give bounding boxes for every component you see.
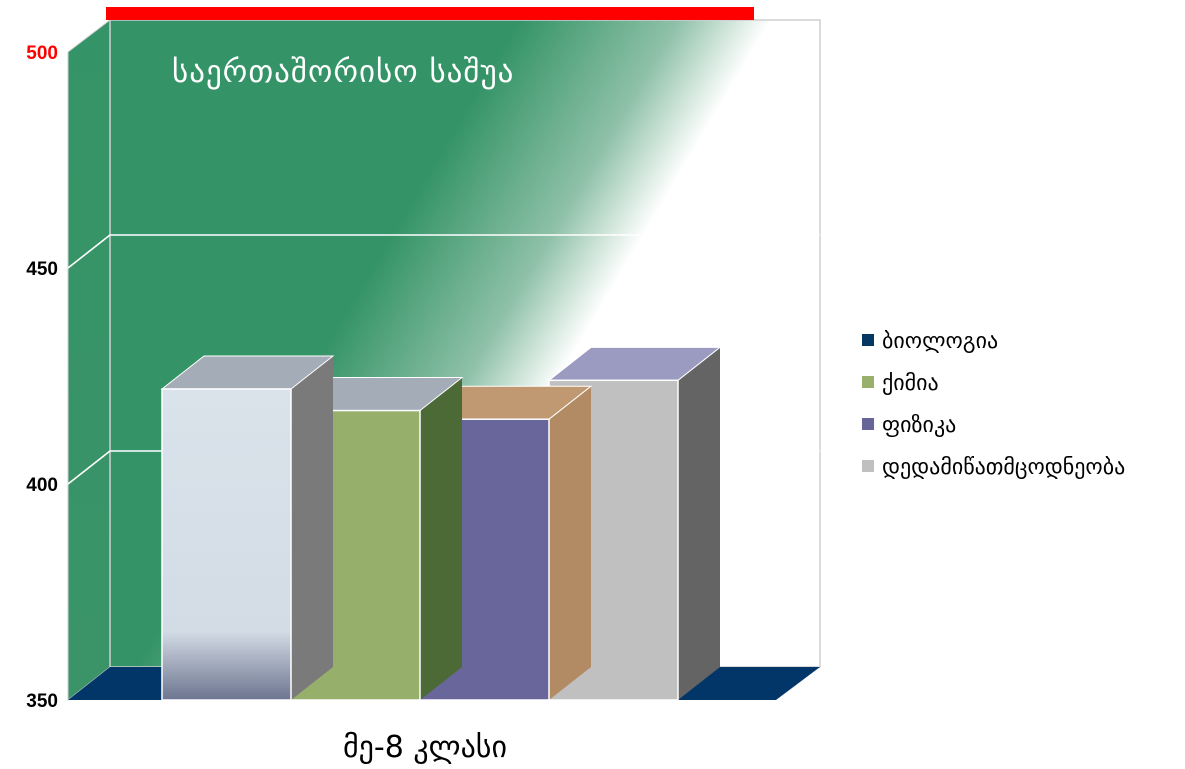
legend-marker [862,334,874,346]
gridline-side [67,450,111,485]
y-tick-label: 500 [26,43,58,64]
bar-front [161,388,292,701]
side-wall [67,18,111,702]
legend-label: ქიმია [882,371,939,396]
bar-side [678,347,720,700]
bar-side [291,355,333,700]
bar-side [420,377,462,700]
gridline-side [67,234,111,269]
legend-label: ბიოლოგია [882,329,998,354]
legend-label: დედამიწათმცოდნეობა [882,455,1125,480]
legend-marker [862,418,874,430]
legend-marker [862,376,874,388]
y-tick-label: 350 [26,691,58,712]
bar [160,355,335,701]
bar-side [549,386,591,700]
legend-marker [862,460,874,472]
legend-label: ფიზიკა [882,413,956,438]
chart-title: საერთაშორისო საშუა [172,54,514,90]
y-tick-label: 400 [26,475,58,496]
y-tick-label: 450 [26,259,58,280]
top-accent-bar [106,7,754,20]
category-label: მე-8 კლასი [343,730,507,765]
